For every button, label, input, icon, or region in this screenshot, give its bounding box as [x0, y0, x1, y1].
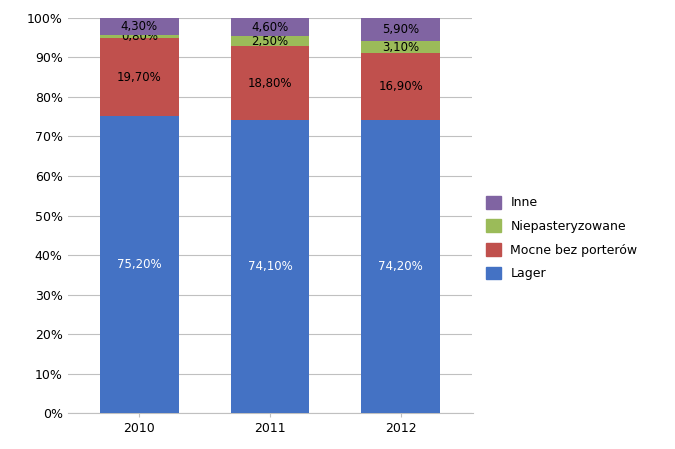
- Legend: Inne, Niepasteryzowane, Mocne bez porterów, Lager: Inne, Niepasteryzowane, Mocne bez porter…: [485, 196, 638, 280]
- Bar: [231, 36, 309, 46]
- Text: 4,60%: 4,60%: [251, 21, 289, 34]
- Bar: [231, 46, 309, 120]
- Text: 74,20%: 74,20%: [378, 260, 423, 273]
- Text: 18,80%: 18,80%: [248, 77, 292, 90]
- Bar: [100, 38, 179, 116]
- Text: 74,10%: 74,10%: [248, 260, 292, 273]
- Bar: [100, 116, 179, 413]
- Text: 2,50%: 2,50%: [251, 35, 289, 48]
- Bar: [100, 35, 179, 38]
- Text: 19,70%: 19,70%: [117, 70, 162, 84]
- Text: 0,80%: 0,80%: [121, 30, 158, 43]
- Text: 3,10%: 3,10%: [382, 40, 419, 53]
- Bar: [231, 18, 309, 36]
- Bar: [100, 18, 179, 35]
- Text: 75,20%: 75,20%: [117, 258, 162, 271]
- Bar: [361, 120, 440, 413]
- Bar: [361, 18, 440, 41]
- Text: 4,30%: 4,30%: [121, 20, 158, 33]
- Bar: [231, 120, 309, 413]
- Bar: [361, 53, 440, 120]
- Bar: [361, 41, 440, 53]
- Text: 5,90%: 5,90%: [382, 23, 419, 36]
- Text: 16,90%: 16,90%: [378, 80, 423, 93]
